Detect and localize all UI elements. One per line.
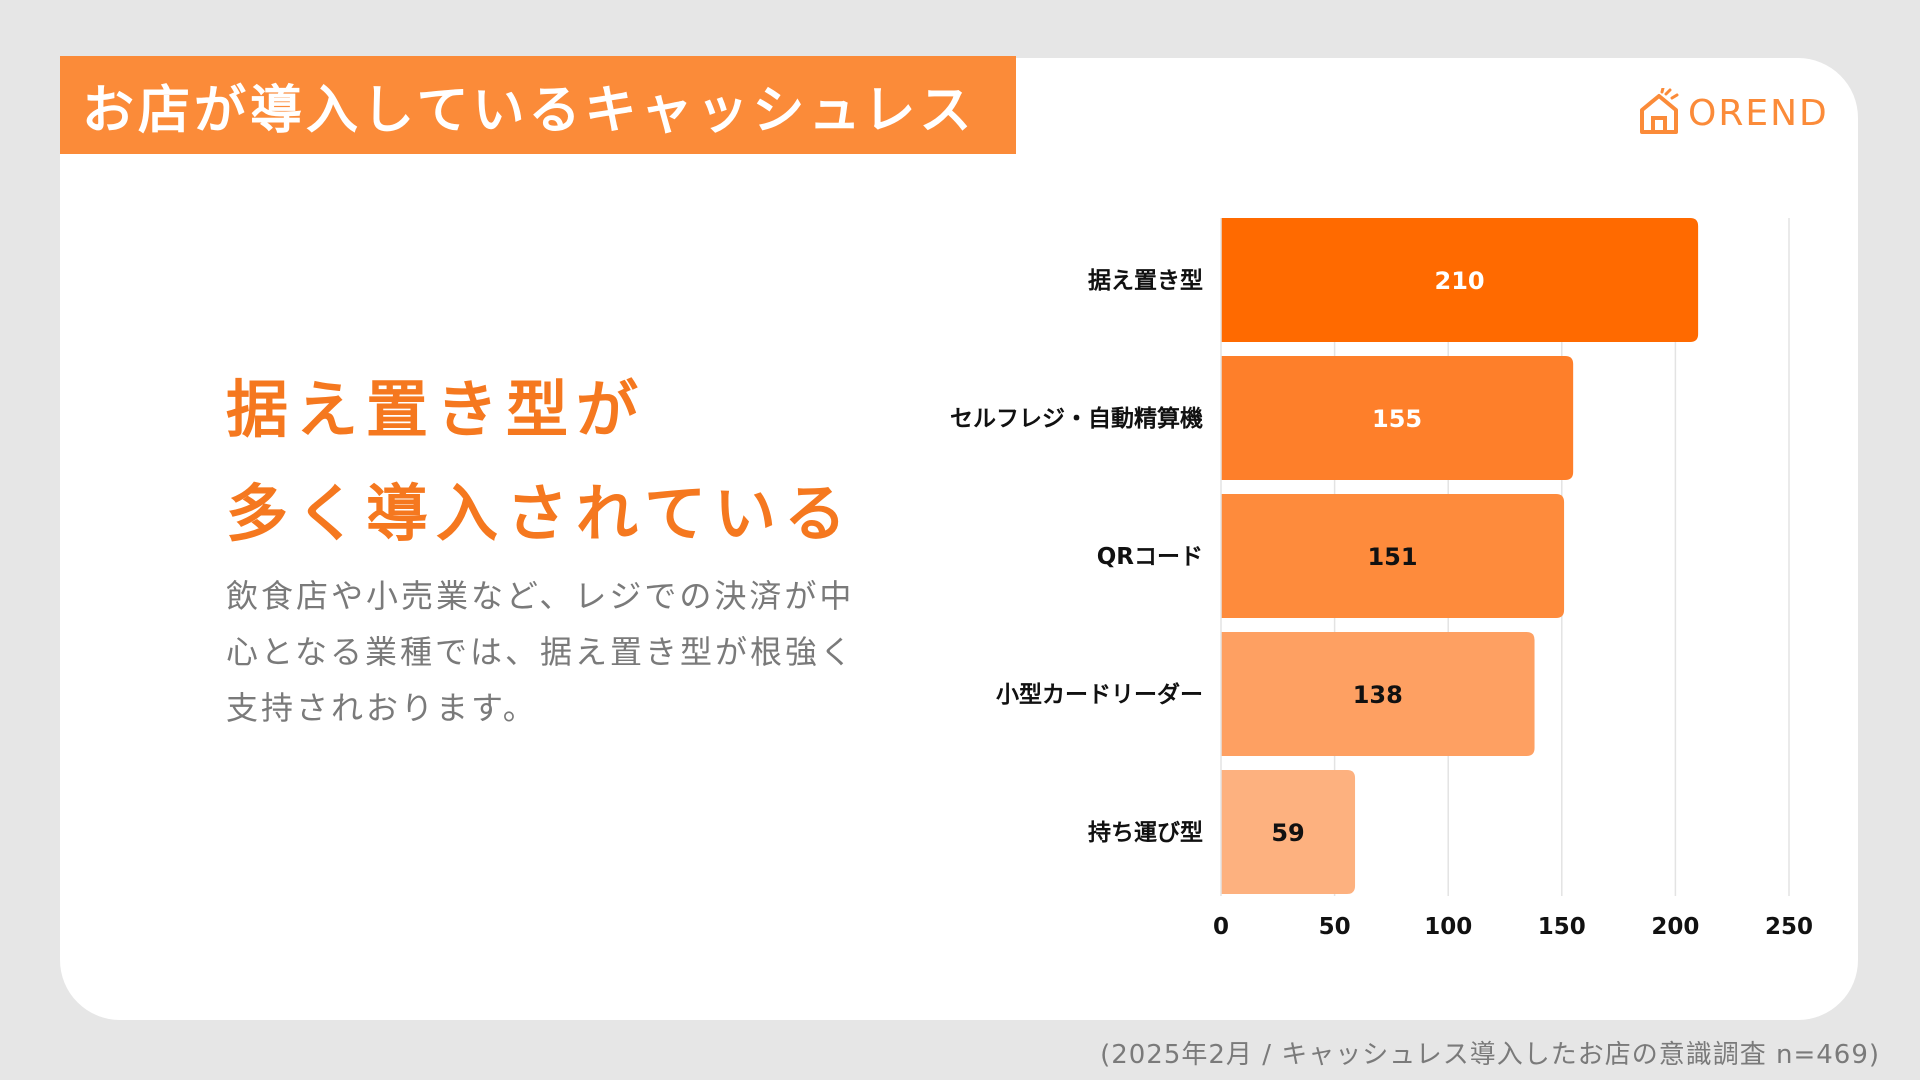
page-title: お店が導入しているキャッシュレス — [60, 56, 1016, 154]
bar — [1221, 770, 1356, 894]
bar — [1221, 494, 1565, 618]
x-tick-label: 50 — [1319, 914, 1351, 940]
data-label: 59 — [1271, 819, 1304, 847]
category-label: 据え置き型 — [1088, 268, 1203, 294]
page-title-text: お店が導入しているキャッシュレス — [82, 80, 976, 141]
bar — [1221, 632, 1535, 756]
x-tick-label: 250 — [1765, 914, 1813, 940]
x-tick-label: 200 — [1651, 914, 1699, 940]
source-note: (2025年2月 / キャッシュレス導入したお店の意識調査 n=469) — [1100, 1040, 1880, 1070]
x-tick-label: 100 — [1424, 914, 1472, 940]
data-label: 155 — [1372, 405, 1422, 433]
brand-logo: OREND — [1636, 86, 1829, 140]
category-label: QRコード — [1097, 544, 1203, 570]
description-line-2: 心となる業種では、据え置き型が根強く — [226, 633, 856, 671]
bar — [1221, 218, 1699, 342]
data-label: 210 — [1435, 267, 1485, 295]
description: 飲食店や小売業など、レジでの決済が中 心となる業種では、据え置き型が根強く 支持… — [226, 568, 926, 736]
description-line-1: 飲食店や小売業など、レジでの決済が中 — [226, 577, 855, 615]
house-icon — [1640, 88, 1679, 134]
bar — [1221, 356, 1574, 480]
headline-line-2: 多く導入されている — [226, 477, 855, 550]
description-line-3: 支持されおります。 — [226, 689, 538, 727]
category-label: 小型カードリーダー — [996, 681, 1203, 708]
x-tick-label: 150 — [1538, 914, 1586, 940]
x-tick-label: 0 — [1213, 914, 1229, 940]
logo-text: OREND — [1688, 92, 1829, 134]
headline-line-1: 据え置き型が — [226, 373, 647, 446]
headline: 据え置き型が 多く導入されている — [226, 358, 854, 566]
data-label: 138 — [1353, 681, 1403, 709]
data-label: 151 — [1367, 543, 1417, 571]
category-label: セルフレジ・自動精算機 — [950, 405, 1203, 432]
category-label: 持ち運び型 — [1088, 820, 1203, 846]
